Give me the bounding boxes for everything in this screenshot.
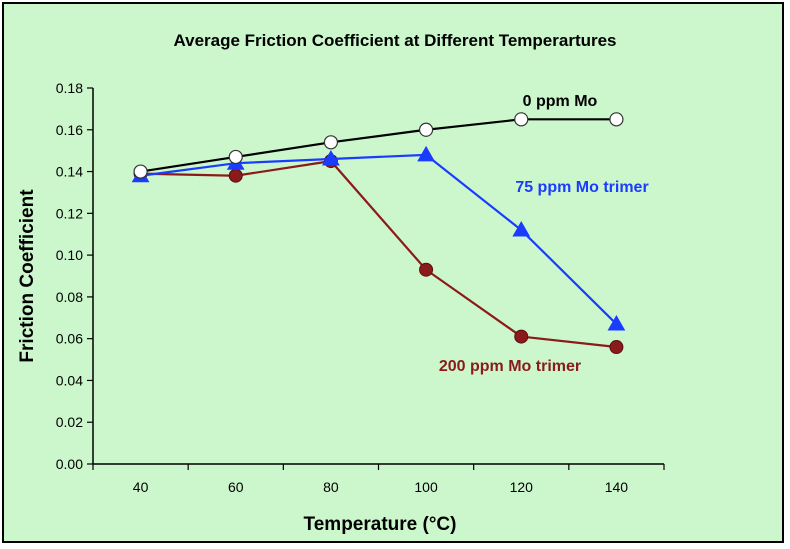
x-tick-label: 120 [510,479,534,495]
data-point-open-circle [514,112,529,127]
y-tick-label: 0.12 [56,205,83,221]
data-point-circle [228,168,243,183]
y-tick-label: 0.06 [56,331,83,347]
y-tick-label: 0.10 [56,247,83,263]
series-line [140,153,618,325]
axes: 0.00 0.02 0.04 0.06 0.08 0.10 0.12 0.14 0.16 0.18… [56,80,665,495]
x-tick-label: 60 [228,479,244,495]
data-point-triangle [417,145,435,162]
x-tick-label: 80 [323,479,339,495]
data-point-triangle [322,150,340,166]
data-point-open-circle [323,135,339,150]
x-tick-label: 140 [605,479,629,495]
data-point-triangle [512,221,531,237]
series-line [140,118,617,173]
data-point-circle [514,329,529,344]
plot-area [131,112,626,355]
y-tick-label: 0.16 [56,122,83,138]
x-tick-label: 100 [414,479,438,495]
x-axis-title: Temperature (°C) [304,514,457,535]
data-point-open-circle [609,112,624,127]
data-point-circle [609,340,624,355]
data-point-open-circle [133,164,148,179]
series-line [140,159,617,349]
x-tick-label: 40 [133,479,149,495]
series-label: 200 ppm Mo trimer [439,358,581,375]
y-tick-label: 0.08 [56,289,83,305]
data-point-triangle [607,315,626,331]
y-tick-label: 0.14 [56,164,83,180]
data-point-open-circle [228,149,243,165]
y-axis-title: Friction Coefficient [17,189,38,363]
y-tick-label: 0.18 [56,80,83,96]
series-labels: 0 ppm Mo 75 ppm Mo trimer 200 ppm Mo trime… [439,93,649,375]
chart-frame [2,2,784,543]
y-tick-label: 0.00 [56,456,83,472]
data-point-open-circle [418,122,434,137]
chart-title: Average Friction Coefficient at Differen… [173,31,616,50]
series-label: 75 ppm Mo trimer [515,179,648,196]
y-tick-label: 0.04 [56,372,83,388]
series-label: 0 ppm Mo [523,93,598,110]
data-point-circle [419,262,434,277]
y-tick-label: 0.02 [56,414,83,430]
